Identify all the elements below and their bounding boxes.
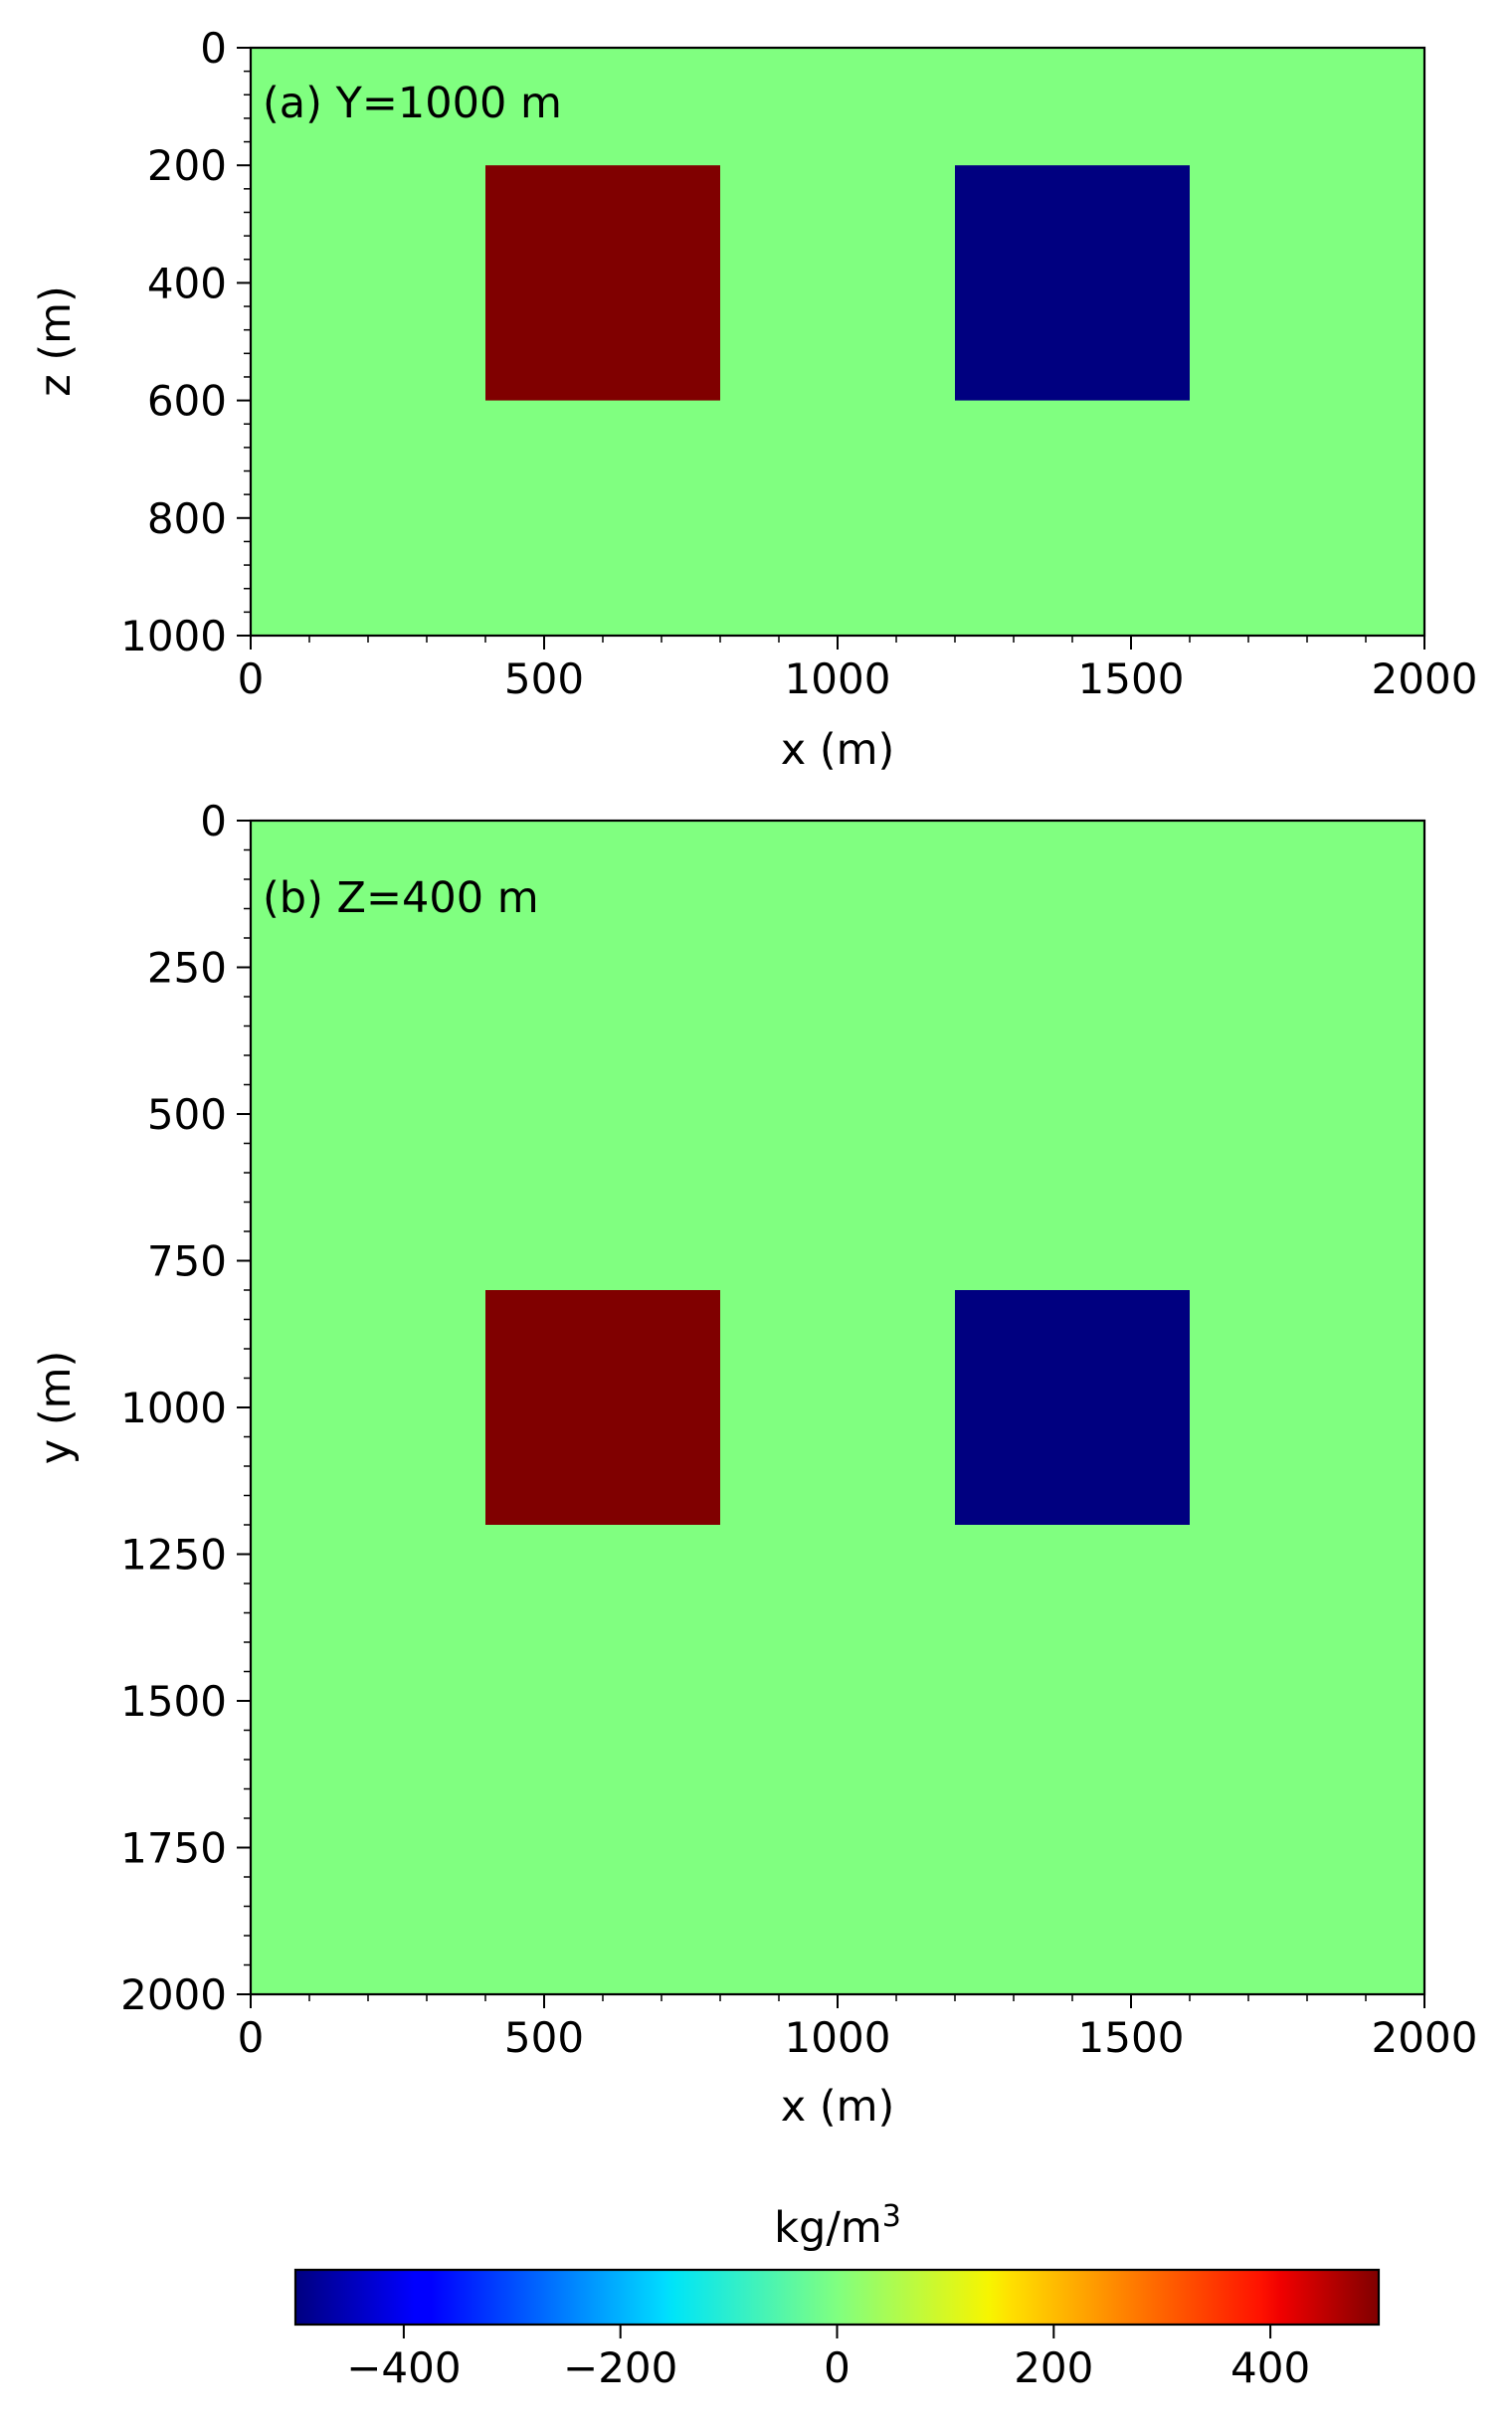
y-tick-label: 0	[200, 797, 227, 845]
colorbar-title-superscript: 3	[882, 2199, 901, 2234]
panel-b-ylabel: y (m)	[31, 1351, 81, 1465]
x-tick-label: 1000	[785, 2013, 891, 2062]
panel-b-background	[251, 821, 1424, 1994]
colorbar-title: kg/m3	[774, 2199, 901, 2253]
colorbar-tick-label: 400	[1230, 2343, 1310, 2392]
x-tick-label: 500	[504, 2013, 584, 2062]
y-tick-label: 600	[147, 377, 227, 426]
x-tick-label: 0	[238, 654, 265, 703]
x-tick-label: 1500	[1078, 2013, 1185, 2062]
colorbar-title-base: kg/m	[774, 2203, 882, 2253]
y-tick-label: 2000	[120, 1970, 227, 2019]
y-tick-label: 250	[147, 944, 227, 993]
y-tick-label: 1000	[120, 1384, 227, 1432]
y-tick-label: 800	[147, 494, 227, 543]
panel-a-xlabel: x (m)	[781, 725, 895, 775]
panel-a-block-negative	[955, 165, 1190, 401]
y-tick-label: 1500	[120, 1677, 227, 1726]
y-tick-label: 1250	[120, 1531, 227, 1580]
x-tick-label: 2000	[1372, 654, 1478, 703]
colorbar-tick-label: 0	[824, 2343, 850, 2392]
y-tick-label: 400	[147, 259, 227, 307]
colorbar-tick-label: 200	[1014, 2343, 1093, 2392]
panel-b-xlabel: x (m)	[781, 2082, 895, 2132]
y-tick-label: 1000	[120, 612, 227, 660]
x-tick-label: 2000	[1372, 2013, 1478, 2062]
x-tick-label: 1000	[785, 654, 891, 703]
panel-a-block-positive	[485, 165, 720, 401]
x-tick-label: 1500	[1078, 654, 1185, 703]
colorbar-tick-label: −200	[563, 2343, 677, 2392]
panel-b-block-positive	[485, 1290, 720, 1525]
panel-a-background	[251, 48, 1424, 636]
y-tick-label: 0	[200, 24, 227, 73]
y-tick-label: 750	[147, 1237, 227, 1286]
panel-a-ylabel: z (m)	[31, 285, 81, 397]
panel-b: 0 500 1000 1500 2000025050075010001250150017…	[31, 797, 1477, 2132]
x-tick-label: 0	[238, 2013, 265, 2062]
y-tick-label: 200	[147, 141, 227, 190]
colorbar-tick-label: −400	[346, 2343, 461, 2392]
colorbar: kg/m3 −400 −200 0 200 400	[293, 2199, 1381, 2392]
colorbar-gradient	[295, 2270, 1379, 2325]
panel-b-label: (b) Z=400 m	[263, 873, 539, 923]
panel-a: 0 500 1000 1500 2000 0 200 400 600 800 1000 (a) Y=…	[31, 24, 1477, 775]
panel-b-block-negative	[955, 1290, 1190, 1525]
y-tick-label: 1750	[120, 1824, 227, 1873]
panel-a-label: (a) Y=1000 m	[263, 79, 562, 128]
y-tick-label: 500	[147, 1090, 227, 1139]
x-tick-label: 500	[504, 654, 584, 703]
